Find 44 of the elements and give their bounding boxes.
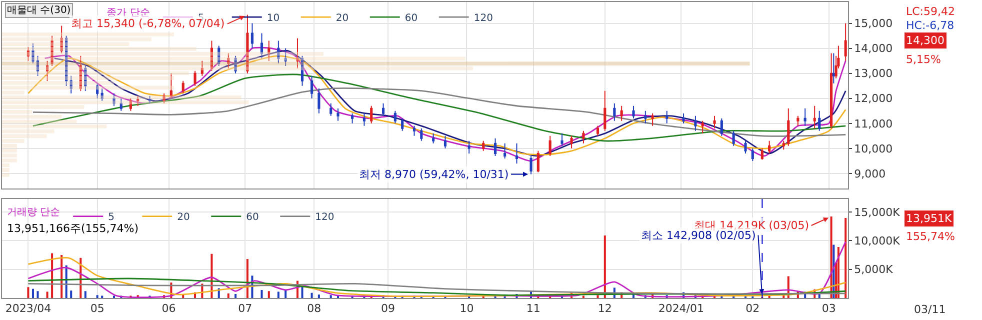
annotation: 최저 8,970 (59,42%, 10/31) [359,168,509,181]
legend-label: 60 [246,212,259,224]
x-tick-label: 12 [598,302,612,316]
legend-title: 종가 단순 [106,8,150,19]
y-tick-label: 12,000 [854,92,893,106]
y-tick-label: 9,000 [854,167,886,180]
text: 13,951K [906,212,952,225]
text: LC:59,42 [906,5,956,18]
legend-title: 거래량 단순 [6,206,60,218]
x-tick-label: 03 [822,302,836,316]
x-tick-label: 11 [526,302,540,316]
chart-title: 매물대 수(30) [7,5,71,16]
text: 03/11 [914,303,946,316]
legend-label: 120 [315,212,334,224]
legend-label: 20 [177,212,190,224]
text: 14,300 [906,34,944,47]
annotation: 13,951,166주(155,74%) [7,222,139,235]
legend-label: 5 [108,212,114,224]
y-tick-label: 15,000K [854,206,901,219]
annotation: 최소 142,908 (02/05) [641,229,756,242]
y-tick-label: 15,000 [854,17,893,30]
x-tick-label: 02 [746,302,760,316]
y-tick-label: 10,000 [854,142,893,156]
x-tick-label: 08 [307,302,322,316]
x-tick-label: 07 [238,302,252,316]
legend-label: 20 [336,12,349,24]
legend-label: 60 [404,12,418,24]
text: 5,15% [906,53,941,66]
legend-label: 120 [474,12,493,24]
y-tick-label: 14,000 [854,42,893,56]
y-tick-label: 13,000 [854,67,893,80]
x-tick-label: 06 [162,302,176,316]
y-tick-label: 5,000K [854,263,894,276]
legend-label: 10 [266,12,280,24]
text: HC:-6,78 [906,19,954,32]
y-tick-label: 10,000K [854,234,901,248]
x-tick-label: 2024/01 [658,302,704,316]
x-tick-label: 10 [460,302,474,316]
x-tick-label: 05 [90,302,104,316]
x-tick-label: 09 [381,302,396,316]
text: 155,74% [906,230,955,243]
annotation: 최대 14,219K (03/05) [694,219,809,232]
x-tick-label: 2023/04 [5,302,52,316]
y-tick-label: 11,000 [854,117,893,130]
